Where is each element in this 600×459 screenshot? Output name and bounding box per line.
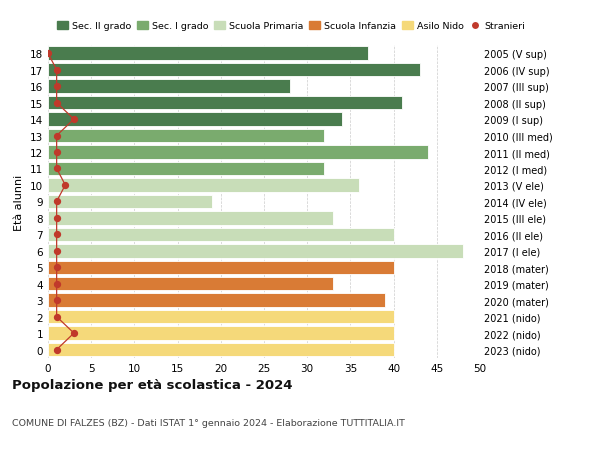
Bar — [48, 179, 359, 192]
Bar — [48, 327, 394, 340]
Y-axis label: Età alunni: Età alunni — [14, 174, 25, 230]
Legend: Sec. II grado, Sec. I grado, Scuola Primaria, Scuola Infanzia, Asilo Nido, Stran: Sec. II grado, Sec. I grado, Scuola Prim… — [53, 18, 529, 35]
Bar — [48, 212, 333, 225]
Point — [52, 83, 61, 90]
Bar — [48, 162, 325, 176]
Point — [43, 50, 53, 58]
Bar — [48, 228, 394, 241]
Point — [52, 280, 61, 288]
Point — [52, 215, 61, 222]
Point — [52, 231, 61, 239]
Point — [52, 149, 61, 157]
Bar — [48, 113, 342, 127]
Text: COMUNE DI FALZES (BZ) - Dati ISTAT 1° gennaio 2024 - Elaborazione TUTTITALIA.IT: COMUNE DI FALZES (BZ) - Dati ISTAT 1° ge… — [12, 418, 405, 427]
Point — [69, 116, 79, 123]
Bar — [48, 343, 394, 357]
Bar — [48, 277, 333, 291]
Bar — [48, 64, 419, 77]
Bar — [48, 310, 394, 324]
Bar — [48, 129, 325, 143]
Point — [52, 198, 61, 206]
Point — [52, 346, 61, 353]
Point — [52, 133, 61, 140]
Y-axis label: Anni di nascita: Anni di nascita — [598, 163, 600, 241]
Point — [61, 182, 70, 189]
Point — [52, 264, 61, 271]
Text: Popolazione per età scolastica - 2024: Popolazione per età scolastica - 2024 — [12, 379, 293, 392]
Point — [52, 247, 61, 255]
Bar — [48, 146, 428, 159]
Point — [52, 67, 61, 74]
Point — [69, 330, 79, 337]
Point — [52, 100, 61, 107]
Point — [52, 165, 61, 173]
Bar — [48, 97, 402, 110]
Bar — [48, 294, 385, 307]
Point — [52, 297, 61, 304]
Bar — [48, 245, 463, 258]
Bar — [48, 47, 368, 61]
Bar — [48, 195, 212, 209]
Bar — [48, 261, 394, 274]
Bar — [48, 80, 290, 94]
Point — [52, 313, 61, 321]
